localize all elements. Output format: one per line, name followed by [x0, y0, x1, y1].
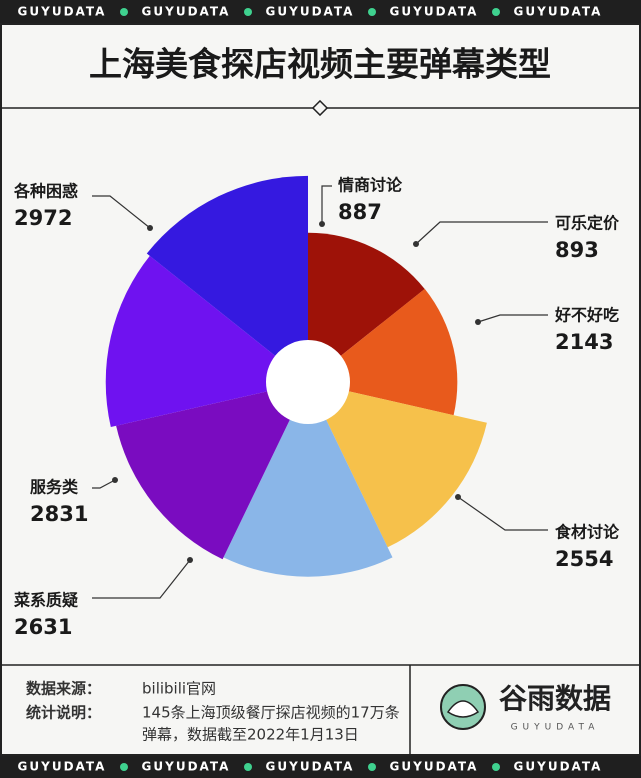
- note-line: 145条上海顶级餐厅探店视频的17万条: [142, 704, 400, 722]
- rose-sector: [116, 382, 308, 560]
- value-label: 2831: [30, 502, 88, 526]
- banner-dot: [120, 8, 128, 16]
- bottom-banner: [0, 755, 641, 778]
- category-label: 各种困惑: [13, 182, 78, 201]
- logo-brand: GUYUDATA: [511, 723, 600, 733]
- chart-title: 上海美食探店视频主要弹幕类型: [89, 45, 551, 84]
- banner-dot: [368, 763, 376, 771]
- banner-dot: [244, 8, 252, 16]
- leader-dot: [319, 221, 325, 227]
- value-label: 2631: [14, 615, 72, 639]
- banner-dot: [492, 763, 500, 771]
- rose-sector: [146, 175, 308, 382]
- rose-sector: [308, 382, 487, 548]
- rose-sector: [308, 232, 425, 382]
- logo-bird: [446, 700, 480, 718]
- leader-dot: [475, 319, 481, 325]
- banner-dot: [244, 763, 252, 771]
- category-label: 情商讨论: [338, 176, 403, 195]
- banner-dot: [368, 8, 376, 16]
- category-label: 好不好吃: [554, 306, 619, 325]
- center-hole: [266, 340, 350, 424]
- leader-line: [321, 185, 332, 224]
- banner-text: GUYUDATA: [18, 5, 107, 19]
- leader-line: [92, 479, 116, 489]
- category-label: 食材讨论: [554, 523, 620, 542]
- banner-text: GUYUDATA: [514, 5, 603, 19]
- top-banner: [0, 0, 641, 24]
- leader-line: [92, 559, 191, 599]
- leader-dot: [455, 494, 461, 500]
- banner-text: GUYUDATA: [142, 5, 231, 19]
- banner-dot: [492, 8, 500, 16]
- leader-line: [477, 314, 548, 323]
- value-label: 887: [338, 200, 382, 224]
- leader-dot: [112, 477, 118, 483]
- leader-line: [92, 195, 151, 229]
- banner-text: GUYUDATA: [390, 760, 479, 774]
- banner-text: GUYUDATA: [266, 5, 355, 19]
- category-label: 菜系质疑: [13, 591, 78, 610]
- note-label: 统计说明：: [26, 704, 101, 722]
- leader-line: [457, 496, 548, 531]
- banner-text: GUYUDATA: [266, 760, 355, 774]
- frame: [0, 23, 641, 756]
- note-line: 弹幕，数据截至2022年1月13日: [142, 726, 359, 744]
- leader-dot: [147, 225, 153, 231]
- source-label: 数据来源：: [26, 680, 101, 698]
- banner-text: GUYUDATA: [142, 760, 231, 774]
- banner-text: GUYUDATA: [514, 760, 603, 774]
- value-label: 893: [555, 238, 599, 262]
- category-label: 服务类: [30, 478, 79, 497]
- source: bilibili官网: [142, 680, 216, 698]
- category-label: 可乐定价: [555, 214, 620, 233]
- banner-text: GUYUDATA: [390, 5, 479, 19]
- leader-dot: [187, 557, 193, 563]
- banner-dot: [120, 763, 128, 771]
- leader-dot: [413, 241, 419, 247]
- rose-sector: [105, 255, 308, 427]
- leader-line: [415, 221, 548, 245]
- value-label: 2972: [14, 206, 72, 230]
- value-label: 2143: [555, 330, 613, 354]
- rose-sector: [223, 382, 393, 577]
- diamond: [311, 99, 329, 117]
- banner-text: GUYUDATA: [18, 760, 107, 774]
- value-label: 2554: [555, 547, 613, 571]
- logo-name: 谷雨数据: [499, 682, 611, 715]
